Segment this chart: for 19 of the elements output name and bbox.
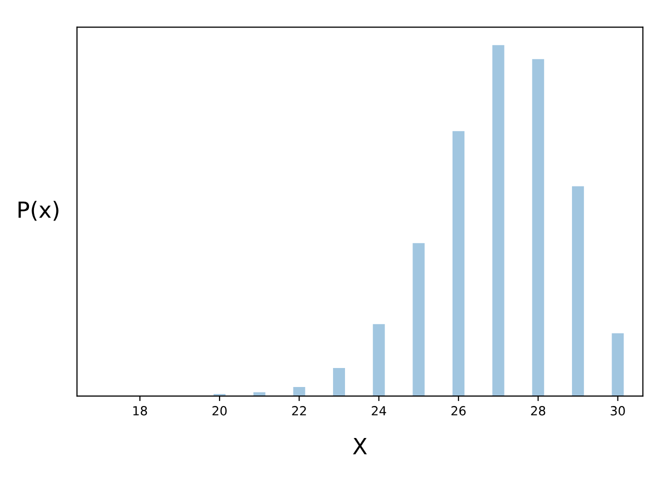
bar (253, 392, 266, 396)
x-tick-label: 18 (133, 406, 148, 416)
bar (532, 59, 544, 396)
x-tick-label: 24 (372, 406, 386, 416)
bar (372, 324, 385, 396)
x-tick-label: 20 (212, 406, 227, 416)
x-tick-label: 28 (531, 406, 546, 416)
x-tick-label: 26 (451, 406, 466, 416)
y-axis-title: P(x) (18, 200, 58, 221)
bar (572, 186, 584, 396)
bar (412, 243, 425, 396)
bar (612, 333, 624, 396)
x-tick-label: 30 (610, 406, 625, 416)
bar (452, 131, 464, 396)
x-axis-title: X (352, 438, 367, 454)
bar (492, 45, 504, 396)
bar (293, 386, 306, 396)
x-tick-label: 22 (292, 406, 306, 416)
bar (333, 368, 345, 396)
